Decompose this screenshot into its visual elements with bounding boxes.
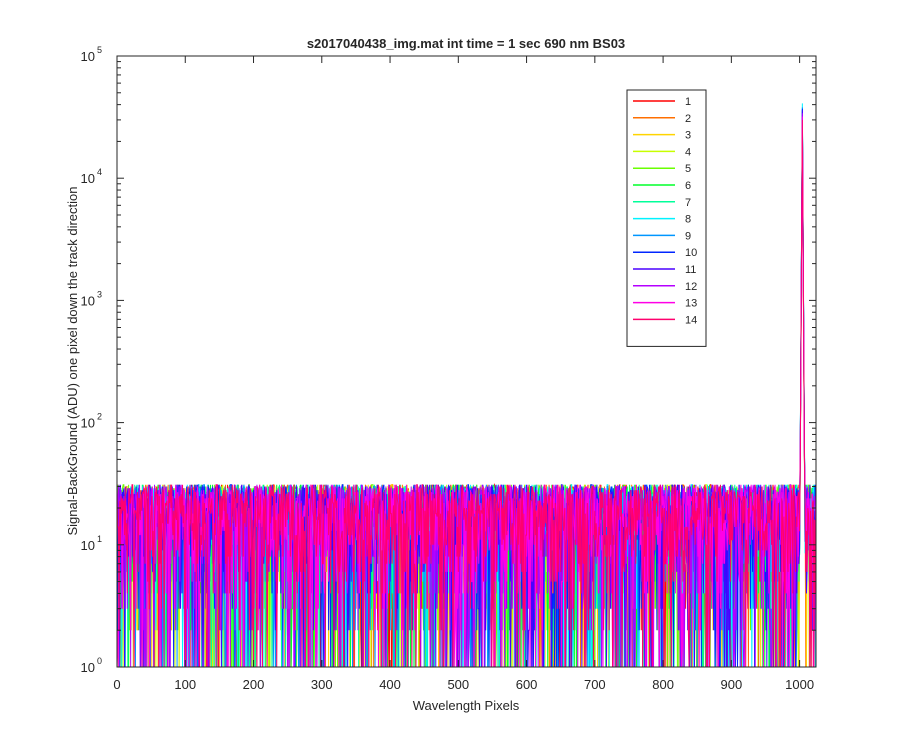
legend-label-11: 11 (685, 264, 696, 276)
y-tick-exponent: 4 (97, 167, 102, 177)
legend-label-2: 2 (685, 113, 691, 125)
y-tick-exponent: 2 (97, 412, 102, 422)
series-layer (117, 103, 816, 667)
y-tick-label: 10 (81, 171, 95, 186)
axes-box (116, 55, 817, 668)
chart-title: s2017040438_img.mat int time = 1 sec 690… (307, 36, 625, 51)
legend-label-7: 7 (685, 197, 691, 209)
x-tick-label: 800 (652, 677, 674, 692)
y-tick-label: 10 (81, 538, 95, 553)
y-axis-label: Signal-BackGround (ADU) one pixel down t… (65, 186, 80, 535)
x-tick-label: 900 (721, 677, 743, 692)
y-tick-label: 10 (81, 660, 95, 675)
x-tick-label: 400 (379, 677, 401, 692)
legend-label-9: 9 (685, 230, 691, 242)
x-tick-label: 200 (243, 677, 265, 692)
y-tick-label: 10 (81, 416, 95, 431)
x-tick-label: 100 (174, 677, 196, 692)
x-tick-label: 500 (447, 677, 469, 692)
legend-label-5: 5 (685, 163, 691, 175)
y-tick-label: 10 (81, 49, 95, 64)
x-tick-label: 300 (311, 677, 333, 692)
y-tick-exponent: 3 (97, 289, 102, 299)
legend-label-12: 12 (685, 281, 697, 293)
legend-label-13: 13 (685, 298, 697, 310)
legend-label-4: 4 (685, 146, 691, 158)
legend-label-8: 8 (685, 214, 691, 226)
x-tick-label: 0 (113, 677, 120, 692)
x-tick-label: 600 (516, 677, 538, 692)
x-tick-label: 700 (584, 677, 606, 692)
y-tick-exponent: 0 (97, 656, 102, 666)
y-tick-label: 10 (81, 293, 95, 308)
legend-label-3: 3 (685, 130, 691, 142)
legend-label-10: 10 (685, 247, 697, 259)
legend-label-14: 14 (685, 314, 697, 326)
y-tick-exponent: 5 (97, 45, 102, 55)
x-tick-label: 1000 (785, 677, 814, 692)
x-axis-label: Wavelength Pixels (413, 698, 520, 713)
legend-label-6: 6 (685, 180, 691, 192)
series-line-14 (117, 119, 816, 667)
y-tick-exponent: 1 (97, 534, 102, 544)
legend-label-1: 1 (685, 96, 691, 108)
